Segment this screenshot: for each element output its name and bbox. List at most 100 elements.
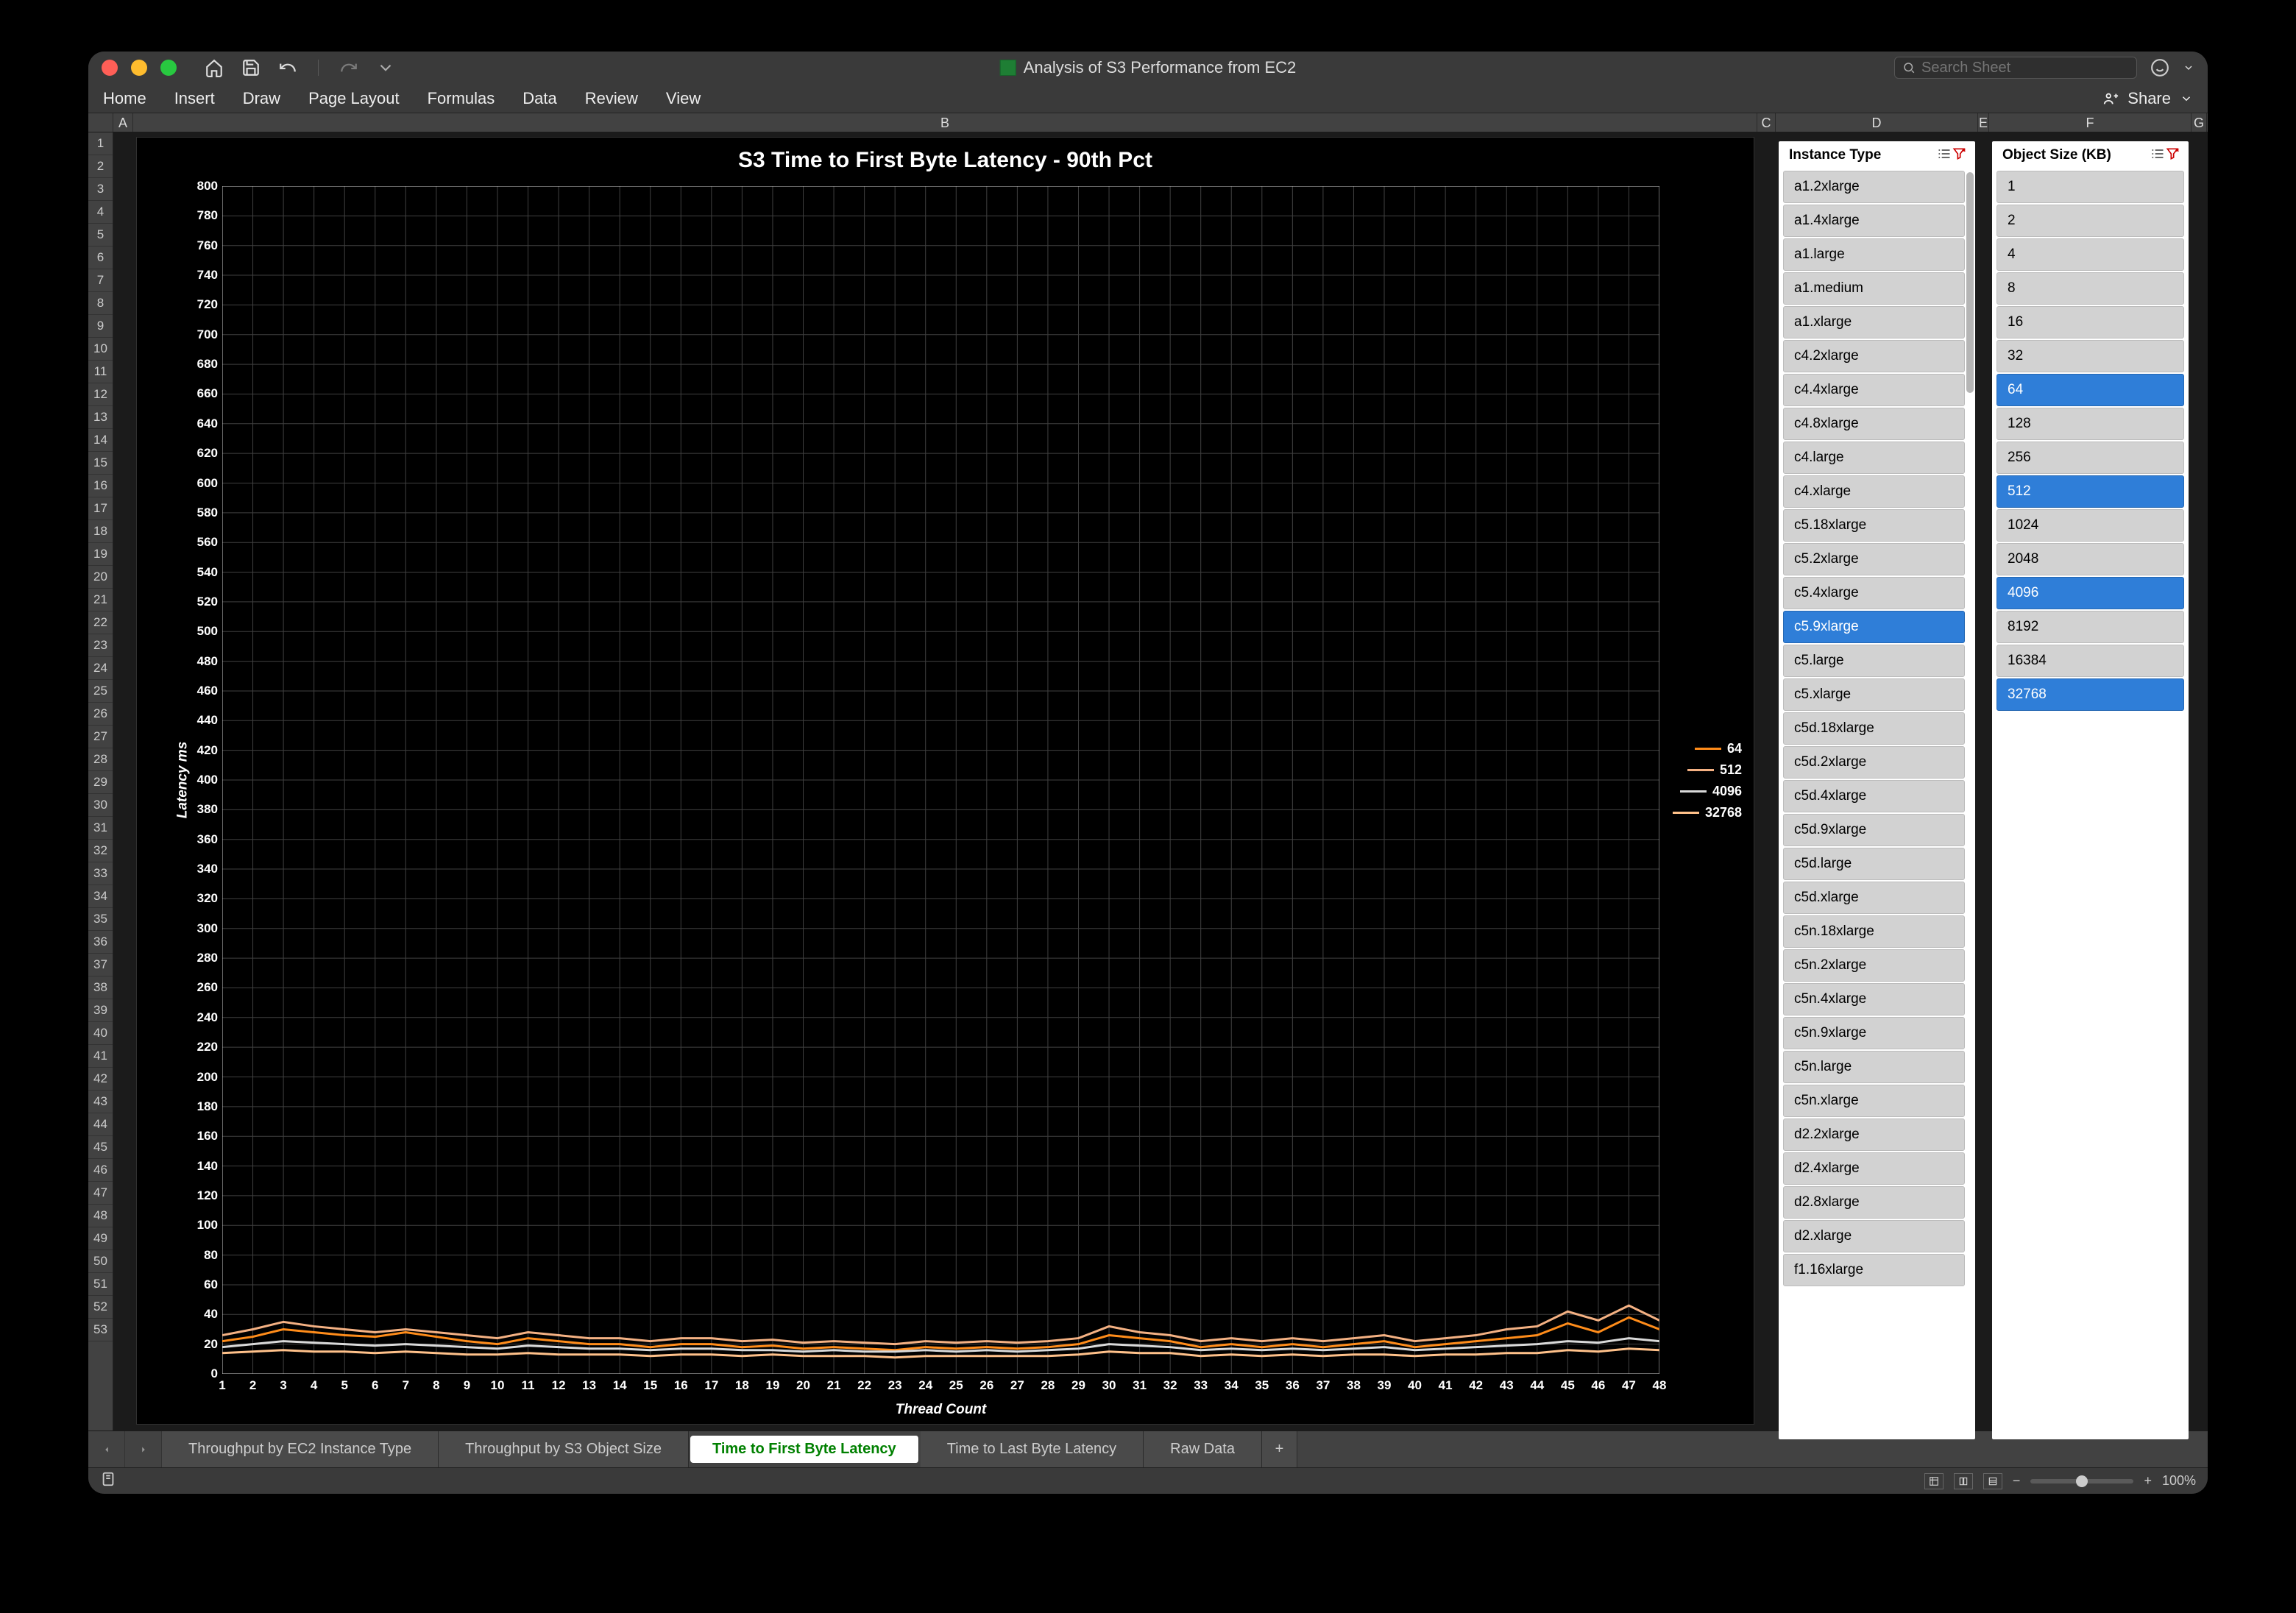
slicer-item[interactable]: f1.16xlarge xyxy=(1783,1254,1965,1286)
row-header[interactable]: 40 xyxy=(88,1022,113,1045)
row-header[interactable]: 46 xyxy=(88,1159,113,1182)
row-header[interactable]: 18 xyxy=(88,520,113,543)
slicer-clear-filter-icon[interactable] xyxy=(1952,146,1966,165)
select-all-corner[interactable] xyxy=(88,113,113,132)
row-header[interactable]: 10 xyxy=(88,338,113,361)
row-header[interactable]: 50 xyxy=(88,1250,113,1273)
row-header[interactable]: 26 xyxy=(88,703,113,726)
slicer-item[interactable]: c5d.xlarge xyxy=(1783,882,1965,914)
slicer-item[interactable]: 1024 xyxy=(1996,509,2184,542)
slicer-scrollbar[interactable] xyxy=(1966,169,1974,1439)
slicer-item[interactable]: 256 xyxy=(1996,442,2184,474)
column-header-e[interactable]: E xyxy=(1978,113,1989,132)
zoom-out-button[interactable]: − xyxy=(2013,1473,2021,1489)
row-header[interactable]: 51 xyxy=(88,1273,113,1296)
redo-icon[interactable] xyxy=(339,58,358,77)
slicer-item[interactable]: a1.xlarge xyxy=(1783,306,1965,338)
row-header[interactable]: 32 xyxy=(88,840,113,862)
ribbon-tab-home[interactable]: Home xyxy=(103,89,146,108)
slicer-item[interactable]: 16 xyxy=(1996,306,2184,338)
feedback-icon[interactable] xyxy=(2150,58,2169,77)
slicer-item[interactable]: c5d.large xyxy=(1783,848,1965,880)
zoom-in-button[interactable]: + xyxy=(2144,1473,2152,1489)
slicer-item[interactable]: c5d.4xlarge xyxy=(1783,780,1965,812)
column-header-g[interactable]: G xyxy=(2192,113,2207,132)
legend-item[interactable]: 64 xyxy=(1673,741,1742,756)
add-sheet-button[interactable]: + xyxy=(1262,1431,1297,1467)
row-header[interactable]: 16 xyxy=(88,475,113,497)
row-header[interactable]: 47 xyxy=(88,1182,113,1205)
slicer-item[interactable]: a1.large xyxy=(1783,238,1965,271)
ribbon-tab-draw[interactable]: Draw xyxy=(243,89,280,108)
slicer-item[interactable]: 8 xyxy=(1996,272,2184,305)
slicer-item[interactable]: 4096 xyxy=(1996,577,2184,609)
row-header[interactable]: 1 xyxy=(88,132,113,155)
row-header[interactable]: 4 xyxy=(88,201,113,224)
row-header[interactable]: 19 xyxy=(88,543,113,566)
row-header[interactable]: 22 xyxy=(88,611,113,634)
minimize-window-button[interactable] xyxy=(131,60,147,76)
slicer-item[interactable]: 32768 xyxy=(1996,678,2184,711)
ribbon-tab-formulas[interactable]: Formulas xyxy=(428,89,495,108)
slicer-item[interactable]: c5.9xlarge xyxy=(1783,611,1965,643)
ribbon-tab-page-layout[interactable]: Page Layout xyxy=(308,89,400,108)
row-header[interactable]: 48 xyxy=(88,1205,113,1227)
slicer-item[interactable]: c4.2xlarge xyxy=(1783,340,1965,372)
row-header[interactable]: 3 xyxy=(88,178,113,201)
row-header[interactable]: 33 xyxy=(88,862,113,885)
latency-chart[interactable]: S3 Time to First Byte Latency - 90th Pct… xyxy=(136,137,1754,1425)
row-header[interactable]: 43 xyxy=(88,1091,113,1113)
slicer-item[interactable]: c5n.xlarge xyxy=(1783,1085,1965,1117)
slicer-item[interactable]: c5n.4xlarge xyxy=(1783,983,1965,1015)
row-header[interactable]: 17 xyxy=(88,497,113,520)
row-header[interactable]: 5 xyxy=(88,224,113,247)
row-header[interactable]: 14 xyxy=(88,429,113,452)
slicer-item[interactable]: d2.4xlarge xyxy=(1783,1152,1965,1185)
row-header[interactable]: 25 xyxy=(88,680,113,703)
feedback-dropdown-icon[interactable] xyxy=(2183,58,2194,77)
slicer-scrollbar-thumb[interactable] xyxy=(1966,172,1974,393)
page-layout-view-button[interactable] xyxy=(1954,1473,1973,1489)
sheet-tab-time-to-last-byte-latency[interactable]: Time to Last Byte Latency xyxy=(921,1431,1144,1467)
slicer-item[interactable]: 16384 xyxy=(1996,645,2184,677)
row-header[interactable]: 23 xyxy=(88,634,113,657)
slicer-multiselect-icon[interactable] xyxy=(1937,146,1952,165)
row-header[interactable]: 8 xyxy=(88,292,113,315)
slicer-item[interactable]: a1.medium xyxy=(1783,272,1965,305)
save-icon[interactable] xyxy=(241,58,261,77)
slicer-item[interactable]: a1.4xlarge xyxy=(1783,205,1965,237)
slicer-item[interactable]: 2048 xyxy=(1996,543,2184,575)
tab-scroll-right-button[interactable] xyxy=(125,1431,162,1467)
home-icon[interactable] xyxy=(205,58,224,77)
close-window-button[interactable] xyxy=(102,60,118,76)
legend-item[interactable]: 4096 xyxy=(1673,784,1742,799)
slicer-item[interactable]: d2.8xlarge xyxy=(1783,1186,1965,1219)
row-header[interactable]: 52 xyxy=(88,1296,113,1319)
row-header[interactable]: 9 xyxy=(88,315,113,338)
slicer-item[interactable]: c5d.2xlarge xyxy=(1783,746,1965,779)
column-header-f[interactable]: F xyxy=(1989,113,2192,132)
row-header[interactable]: 29 xyxy=(88,771,113,794)
maximize-window-button[interactable] xyxy=(160,60,177,76)
slicer-item[interactable]: c4.xlarge xyxy=(1783,475,1965,508)
slicer-item[interactable]: 2 xyxy=(1996,205,2184,237)
column-header-c[interactable]: C xyxy=(1757,113,1776,132)
zoom-slider-thumb[interactable] xyxy=(2076,1475,2088,1487)
row-header[interactable]: 44 xyxy=(88,1113,113,1136)
row-header[interactable]: 21 xyxy=(88,589,113,611)
slicer-item[interactable]: c4.large xyxy=(1783,442,1965,474)
column-header-a[interactable]: A xyxy=(113,113,133,132)
tab-scroll-left-button[interactable] xyxy=(88,1431,125,1467)
row-header[interactable]: 39 xyxy=(88,999,113,1022)
slicer-item[interactable]: c5.4xlarge xyxy=(1783,577,1965,609)
row-header[interactable]: 36 xyxy=(88,931,113,954)
row-header[interactable]: 13 xyxy=(88,406,113,429)
slicer-item[interactable]: 128 xyxy=(1996,408,2184,440)
slicer-item[interactable]: c5n.18xlarge xyxy=(1783,915,1965,948)
slicer-item[interactable]: 4 xyxy=(1996,238,2184,271)
slicer-item[interactable]: c5.xlarge xyxy=(1783,678,1965,711)
row-header[interactable]: 15 xyxy=(88,452,113,475)
row-header[interactable]: 20 xyxy=(88,566,113,589)
row-header[interactable]: 2 xyxy=(88,155,113,178)
page-break-view-button[interactable] xyxy=(1983,1473,2002,1489)
